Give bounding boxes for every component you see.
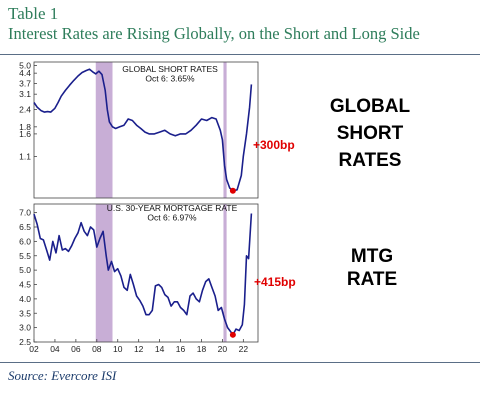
side-label: SHORT bbox=[337, 123, 404, 144]
chart-panel-2: 2.5 3.0 3.5 4.0 4.5 5.0 5.5 6.0 6.5 7.0 02 04 06 08 10… bbox=[19, 203, 397, 354]
x-tick-label: 22 bbox=[239, 344, 249, 354]
x-tick-label: 20 bbox=[218, 344, 228, 354]
bp-callout: +415bp bbox=[254, 275, 296, 289]
recession-band bbox=[223, 62, 227, 198]
side-label: GLOBAL bbox=[330, 96, 411, 117]
bottom-rule bbox=[0, 362, 480, 363]
x-tick-label: 08 bbox=[92, 344, 102, 354]
annotation-text: Oct 6: 3.65% bbox=[145, 74, 195, 84]
side-label: MTG bbox=[351, 246, 393, 267]
side-label: RATES bbox=[339, 150, 402, 171]
series-line bbox=[33, 68, 253, 192]
y-tick-label: 7.0 bbox=[19, 208, 31, 218]
y-tick-label: 2.4 bbox=[19, 105, 31, 115]
table-header: Table 1 Interest Rates are Rising Global… bbox=[8, 4, 472, 44]
y-tick-label: 3.5 bbox=[19, 308, 31, 318]
y-tick-label: 3.7 bbox=[19, 79, 31, 89]
recession-band bbox=[95, 204, 113, 342]
y-tick-label: 3.0 bbox=[19, 323, 31, 333]
x-tick-label: 02 bbox=[29, 344, 39, 354]
y-tick-label: 1.1 bbox=[19, 151, 31, 161]
x-tick-label: 12 bbox=[134, 344, 144, 354]
recession-band bbox=[223, 204, 227, 342]
y-tick-label: 6.0 bbox=[19, 236, 31, 246]
plot-frame bbox=[33, 61, 259, 199]
y-tick-label: 5.0 bbox=[19, 265, 31, 275]
x-tick-label: 14 bbox=[155, 344, 165, 354]
x-tick-label: 10 bbox=[113, 344, 123, 354]
chart-panel-1: 5.04.43.73.1 2.4 1.81.6 1.1 GLOBAL SHORT RAT… bbox=[19, 60, 411, 199]
side-label: RATE bbox=[347, 269, 397, 290]
y-tick-label: 1.8 bbox=[19, 122, 31, 132]
series-line bbox=[33, 213, 253, 336]
recession-band bbox=[95, 62, 113, 198]
y-tick-label: 5.5 bbox=[19, 251, 31, 261]
low-point-marker bbox=[229, 187, 236, 194]
y-tick-label: 4.4 bbox=[19, 68, 31, 78]
table-title: Interest Rates are Rising Globally, on t… bbox=[8, 24, 420, 43]
annotation-text: U.S. 30-YEAR MORTGAGE RATE bbox=[107, 203, 238, 213]
y-tick-label: 6.5 bbox=[19, 222, 31, 232]
annotation-text: GLOBAL SHORT RATES bbox=[122, 64, 218, 74]
y-tick-label: 2.5 bbox=[19, 337, 31, 347]
top-rule bbox=[0, 54, 480, 55]
annotation-text: Oct 6: 6.97% bbox=[147, 213, 197, 223]
y-tick-label: 3.1 bbox=[19, 89, 31, 99]
x-tick-label: 06 bbox=[71, 344, 81, 354]
plot-frame bbox=[33, 203, 259, 343]
bp-callout: +300bp bbox=[253, 138, 295, 152]
y-tick-label: 4.5 bbox=[19, 280, 31, 290]
source-note: Source: Evercore ISI bbox=[8, 368, 117, 383]
table-number: Table 1 bbox=[8, 4, 59, 23]
y-tick-label: 1.6 bbox=[19, 129, 31, 139]
low-point-marker bbox=[229, 331, 236, 338]
y-tick-label: 5.0 bbox=[19, 60, 31, 70]
x-tick-label: 04 bbox=[50, 344, 60, 354]
x-tick-label: 16 bbox=[176, 344, 186, 354]
x-tick-label: 18 bbox=[197, 344, 207, 354]
y-tick-label: 4.0 bbox=[19, 294, 31, 304]
